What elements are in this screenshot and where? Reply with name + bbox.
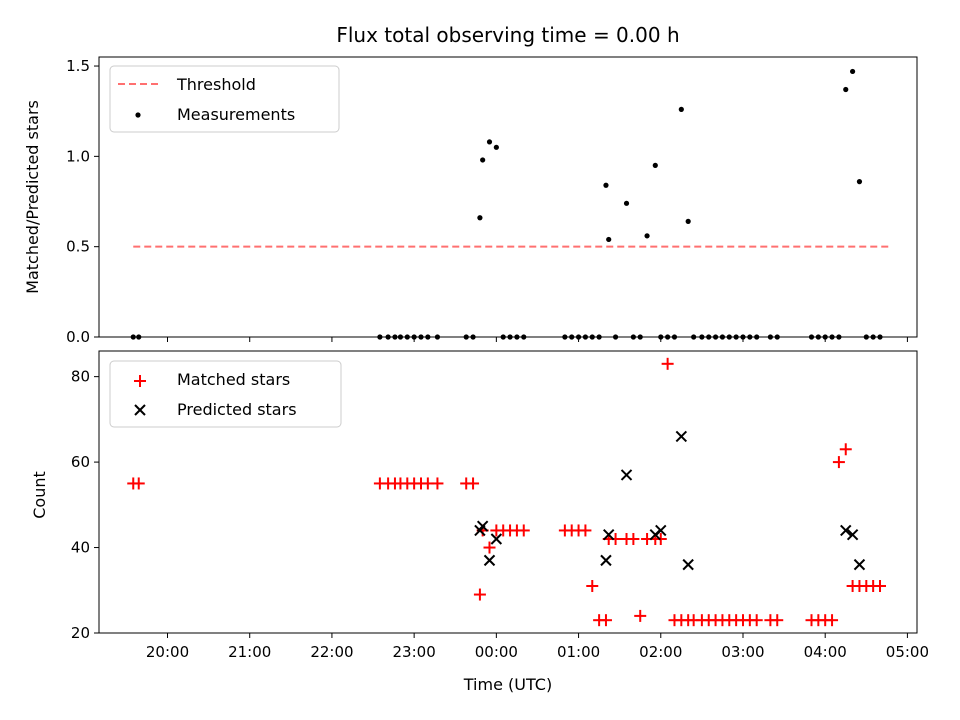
measurement-point (603, 182, 609, 188)
top-y-tick-label: 1.0 (66, 147, 90, 165)
chart-title: Flux total observing time = 0.00 h (336, 23, 679, 47)
predicted-star-point (840, 524, 852, 537)
measurement-point (480, 157, 486, 163)
matched-star-point (634, 609, 647, 622)
x-tick-label: 00:00 (475, 643, 518, 661)
top-y-axis-label: Matched/Predicted stars (23, 100, 42, 294)
measurement-point (652, 162, 658, 168)
predicted-star-point (682, 558, 694, 571)
matched-star-point (750, 614, 763, 627)
matched-star-point (467, 477, 480, 490)
bottom-legend: Matched stars Predicted stars (109, 360, 342, 428)
top-y-tick-label: 0.0 (66, 328, 90, 346)
x-tick-label: 23:00 (393, 643, 436, 661)
x-tick-label: 20:00 (146, 643, 189, 661)
measurement-point (493, 144, 499, 150)
x-tick-label: 05:00 (886, 643, 929, 661)
bottom-y-tick-label: 20 (71, 624, 90, 642)
measurement-point (856, 179, 863, 185)
predicted-star-point (603, 529, 615, 541)
measurement-point (843, 86, 849, 93)
matched-star-point (579, 524, 592, 537)
bottom-x-axis: 20:00 21:00 22:00 23:00 00:00 01:00 02:00 03:00… (146, 633, 929, 661)
matched-star-point (586, 580, 599, 592)
measurement-point (623, 200, 630, 206)
predicted-star-point (846, 529, 859, 541)
predicted-star-point (655, 524, 667, 537)
bottom-marks-layer (127, 357, 887, 627)
measurement-point (678, 106, 684, 112)
measurement-point (685, 218, 691, 224)
measurement-point (850, 68, 856, 75)
predicted-star-point (600, 554, 612, 567)
x-tick-label: 04:00 (804, 643, 847, 661)
measurements-legend-swatch (135, 112, 141, 118)
top-legend-box (109, 65, 340, 133)
bottom-y-tick-label: 80 (71, 368, 90, 386)
legend-measurements-label: Measurements (177, 105, 295, 124)
predicted-legend-swatch (134, 404, 146, 416)
top-plot-frame (98, 56, 918, 338)
matched-star-point (609, 533, 622, 545)
bottom-y-tick-label: 40 (71, 539, 90, 557)
top-y-axis: 0.0 0.5 1.0 1.5 (66, 57, 99, 346)
bottom-y-axis-label: Count (30, 471, 49, 519)
top-x-axis (167, 337, 908, 342)
matched-star-point (473, 588, 486, 601)
matched-star-point (661, 357, 674, 370)
legend-threshold-label: Threshold (176, 75, 256, 94)
matched-star-point (832, 456, 845, 469)
top-legend: Threshold Measurements (109, 65, 340, 133)
predicted-star-point (483, 554, 496, 567)
predicted-star-point (853, 558, 866, 571)
matched-star-point (627, 533, 640, 545)
matched-star-point (599, 614, 612, 627)
x-tick-label: 02:00 (639, 643, 682, 661)
top-panel: Flux total observing time = 0.00 h Match… (23, 23, 918, 346)
top-y-tick-label: 0.5 (66, 238, 90, 256)
bottom-y-axis: 20 40 60 80 (71, 368, 99, 642)
matched-star-point (483, 541, 496, 554)
legend-predicted-label: Predicted stars (177, 400, 297, 419)
predicted-star-point (476, 520, 489, 532)
measurement-point (606, 236, 612, 243)
measurement-point (477, 215, 483, 221)
measurement-point (644, 233, 650, 239)
legend-matched-label: Matched stars (177, 370, 290, 389)
matched-star-point (431, 477, 444, 490)
x-tick-label: 03:00 (721, 643, 764, 661)
bottom-panel: Count Time (UTC) 20 40 60 80 20:00 21:00 22:0… (30, 350, 929, 694)
top-y-tick-label: 1.5 (66, 57, 90, 75)
measurement-point (486, 139, 493, 145)
matched-star-point (517, 524, 530, 537)
x-tick-label: 01:00 (557, 643, 600, 661)
x-tick-label: 21:00 (228, 643, 271, 661)
bottom-legend-box (109, 360, 342, 428)
predicted-star-point (490, 533, 503, 545)
matched-star-point (132, 477, 145, 490)
bottom-plot-frame (98, 350, 918, 634)
matched-star-point (826, 614, 839, 627)
x-tick-label: 22:00 (310, 643, 353, 661)
predicted-star-point (675, 430, 688, 443)
matched-legend-swatch (134, 375, 146, 387)
predicted-star-point (620, 469, 633, 481)
matched-star-point (771, 614, 784, 627)
x-axis-label: Time (UTC) (463, 675, 552, 694)
matched-star-point (839, 443, 852, 456)
matched-star-point (874, 580, 887, 592)
bottom-y-tick-label: 60 (71, 453, 90, 471)
